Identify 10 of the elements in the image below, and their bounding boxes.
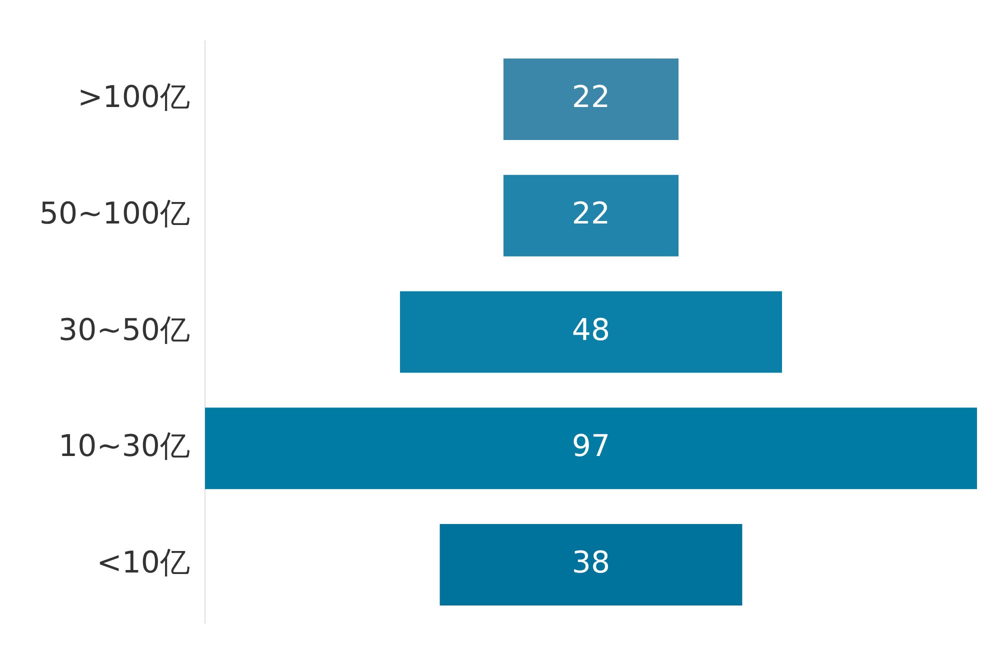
category-label: 30~50亿 (58, 312, 190, 348)
category-label: >100亿 (78, 80, 190, 115)
data-label: 38 (572, 546, 610, 581)
data-label: 97 (572, 429, 610, 464)
data-label: 48 (572, 312, 610, 348)
data-label: 22 (572, 80, 610, 115)
category-label: 10~30亿 (58, 429, 190, 464)
category-label: <10亿 (96, 546, 190, 581)
category-label: 50~100亿 (39, 196, 190, 232)
data-label: 22 (572, 196, 610, 232)
